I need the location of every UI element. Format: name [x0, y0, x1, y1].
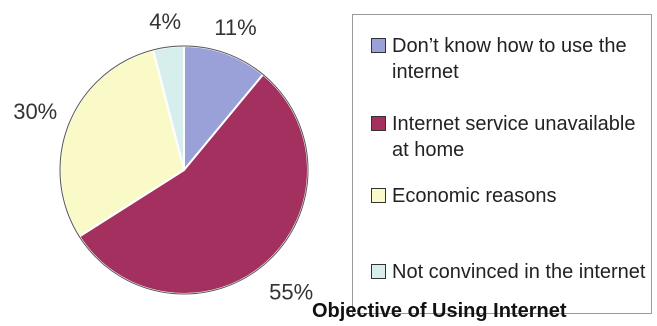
- pie-chart: 11% 55% 30% 4%: [13, 9, 313, 305]
- legend-item-economic: Economic reasons: [371, 183, 647, 209]
- legend-swatch-dont-know: [371, 38, 386, 53]
- legend-swatch-unavailable: [371, 116, 386, 131]
- legend: Don’t know how to use the internet Inter…: [352, 14, 652, 314]
- legend-item-unavailable: Internet service unavailable at home: [371, 111, 647, 163]
- pie-label-economic: 30%: [13, 99, 57, 124]
- legend-label-economic: Economic reasons: [392, 185, 557, 207]
- pie-label-dont-know: 11%: [214, 15, 256, 40]
- chart-footer-title: Objective of Using Internet: [312, 300, 567, 322]
- legend-label-not-convinced: Not convinced in the internet: [392, 261, 646, 283]
- legend-swatch-economic: [371, 188, 386, 203]
- legend-item-dont-know: Don’t know how to use the internet: [371, 33, 647, 85]
- pie-label-not-convinced: 4%: [149, 9, 181, 34]
- legend-label-dont-know: Don’t know how to use the internet: [392, 35, 627, 83]
- pie-outline: [59, 45, 309, 295]
- pie-label-unavailable: 55%: [269, 280, 313, 305]
- legend-swatch-not-convinced: [371, 264, 386, 279]
- legend-label-unavailable: Internet service unavailable at home: [392, 113, 636, 161]
- legend-item-not-convinced: Not convinced in the internet: [371, 259, 647, 285]
